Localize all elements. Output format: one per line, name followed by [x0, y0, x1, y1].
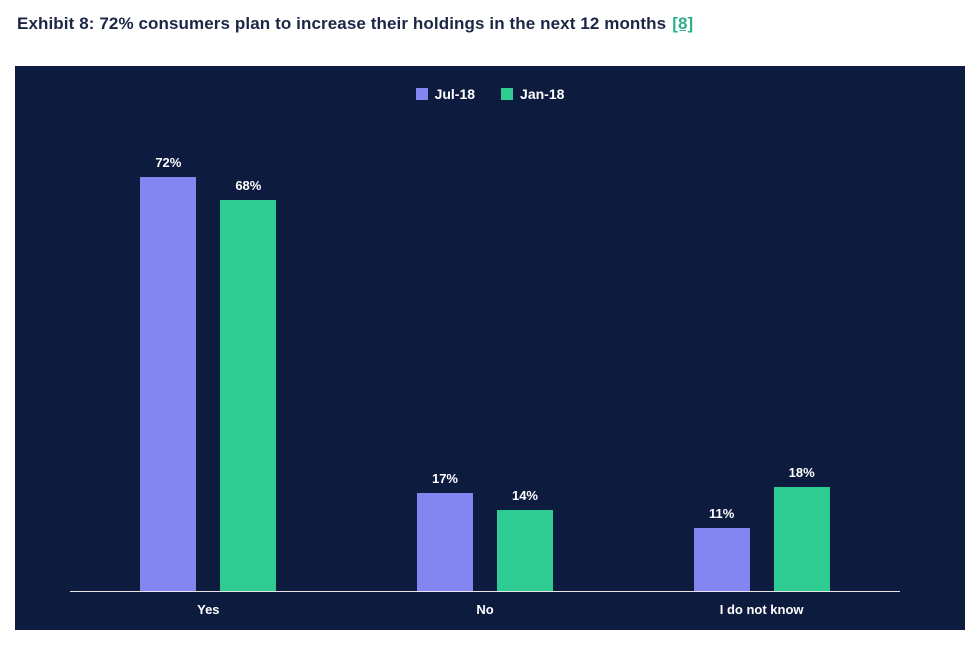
legend-swatch-jan-18: [501, 88, 514, 100]
x-label-yes: Yes: [197, 602, 220, 617]
bar-group-i-do-not-know: 11% 18%: [623, 116, 900, 591]
bar-value-label: 72%: [155, 155, 182, 170]
bar-value-label: 14%: [511, 488, 538, 503]
bar-group-no: 17% 14%: [347, 116, 624, 591]
bar-value-label: 11%: [709, 506, 735, 521]
bar-column: 72%: [140, 155, 197, 591]
x-label-i-do-not-know: I do not know: [719, 602, 804, 617]
bar-value-label: 18%: [788, 465, 815, 480]
exhibit-title-text: Exhibit 8: 72% consumers plan to increas…: [17, 14, 667, 33]
bar-group-yes: 72% 68%: [70, 116, 347, 591]
chart-panel: Jul-18 Jan-18 72% 68% 17% 14% 11% 18% Yes No I d…: [15, 66, 965, 630]
legend-label: Jul-18: [434, 86, 476, 102]
x-axis-labels: Yes No I do not know: [70, 602, 900, 617]
legend-swatch-jul-18: [415, 88, 428, 100]
bar-column: 17%: [416, 471, 473, 591]
bar-jul-18: [416, 493, 473, 591]
bar-jul-18: [140, 177, 197, 591]
bar-jan-18: [773, 487, 830, 591]
bar-column: 14%: [496, 488, 553, 591]
reference-link[interactable]: [8]: [672, 14, 694, 33]
bar-value-label: 17%: [431, 471, 458, 486]
bar-jul-18: [693, 528, 750, 591]
bar-column: 68%: [220, 178, 277, 591]
legend-label: Jan-18: [520, 86, 565, 102]
bar-column: 11%: [693, 506, 750, 591]
bar-column: 18%: [773, 465, 830, 591]
bar-value-label: 68%: [235, 178, 262, 193]
x-label-no: No: [476, 602, 494, 617]
bar-jan-18: [220, 200, 277, 591]
plot-area: 72% 68% 17% 14% 11% 18%: [70, 116, 900, 592]
legend-item-jan-18: Jan-18: [501, 86, 564, 102]
legend: Jul-18 Jan-18: [15, 86, 965, 102]
legend-item-jul-18: Jul-18: [415, 86, 476, 102]
bar-jan-18: [496, 510, 553, 591]
exhibit-title: Exhibit 8: 72% consumers plan to increas…: [17, 14, 693, 34]
